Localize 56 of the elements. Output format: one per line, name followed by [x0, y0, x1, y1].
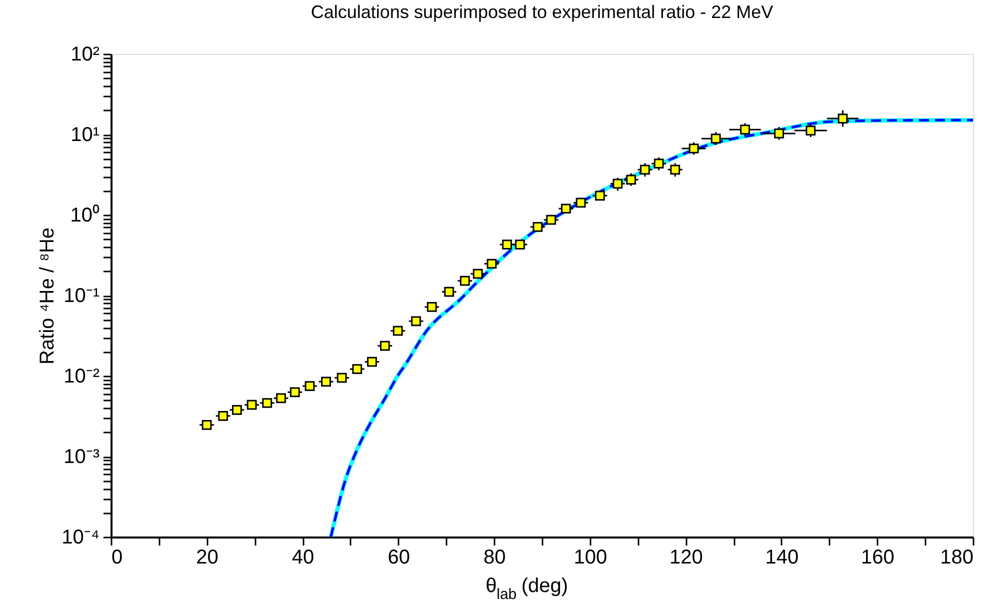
point: [472, 268, 483, 279]
point: [367, 356, 377, 367]
point: [460, 276, 470, 286]
x-tick-label: 20: [196, 546, 218, 568]
chart-title: Calculations superimposed to experimental ratio - 22 MeV: [310, 2, 774, 22]
point: [304, 381, 315, 391]
x-tick-label: 160: [861, 546, 894, 568]
y-tick-label: 10⁻⁴: [62, 526, 100, 548]
point: [838, 114, 848, 124]
point: [290, 387, 300, 398]
point: [392, 326, 403, 336]
y-tick-label: 10²: [70, 44, 100, 66]
point: [202, 420, 212, 430]
point: [532, 222, 543, 232]
point: [654, 158, 664, 169]
point: [232, 404, 242, 415]
point: [576, 198, 586, 208]
y-tick-label: 10⁻¹: [64, 285, 100, 307]
y-tick-label: 10⁻²: [64, 366, 100, 388]
point: [426, 302, 437, 312]
x-tick-label: 180: [940, 546, 974, 568]
point: [774, 128, 784, 138]
y-tick-label: 10⁰: [70, 204, 100, 226]
point: [710, 134, 721, 144]
point: [640, 164, 650, 175]
x-tick-label: 60: [388, 546, 410, 568]
y-tick-label: 10⁻³: [64, 446, 100, 468]
point: [352, 364, 362, 374]
point: [486, 258, 497, 269]
point: [626, 174, 636, 185]
point: [546, 214, 556, 225]
point: [321, 376, 331, 387]
point: [740, 124, 750, 135]
x-tick-label: 140: [765, 546, 799, 568]
point: [336, 372, 347, 383]
point: [670, 164, 680, 175]
point: [262, 398, 272, 408]
x-tick-label: 0: [112, 546, 123, 568]
point: [502, 240, 512, 250]
point: [218, 411, 228, 421]
x-tick-label: 40: [292, 546, 314, 568]
x-tick-label: 120: [669, 546, 703, 568]
x-tick-label: 80: [483, 546, 506, 568]
point: [380, 340, 390, 351]
point: [561, 204, 571, 214]
y-tick-label: 10¹: [70, 124, 100, 146]
point: [444, 286, 454, 297]
point: [688, 144, 699, 154]
point: [276, 393, 286, 404]
point: [612, 178, 623, 189]
x-tick-label: 100: [574, 546, 608, 568]
point: [411, 316, 421, 326]
point: [515, 240, 525, 250]
point: [595, 190, 605, 201]
y-axis-title: Ratio ⁴He / ⁸He: [36, 227, 59, 365]
point: [806, 126, 816, 136]
